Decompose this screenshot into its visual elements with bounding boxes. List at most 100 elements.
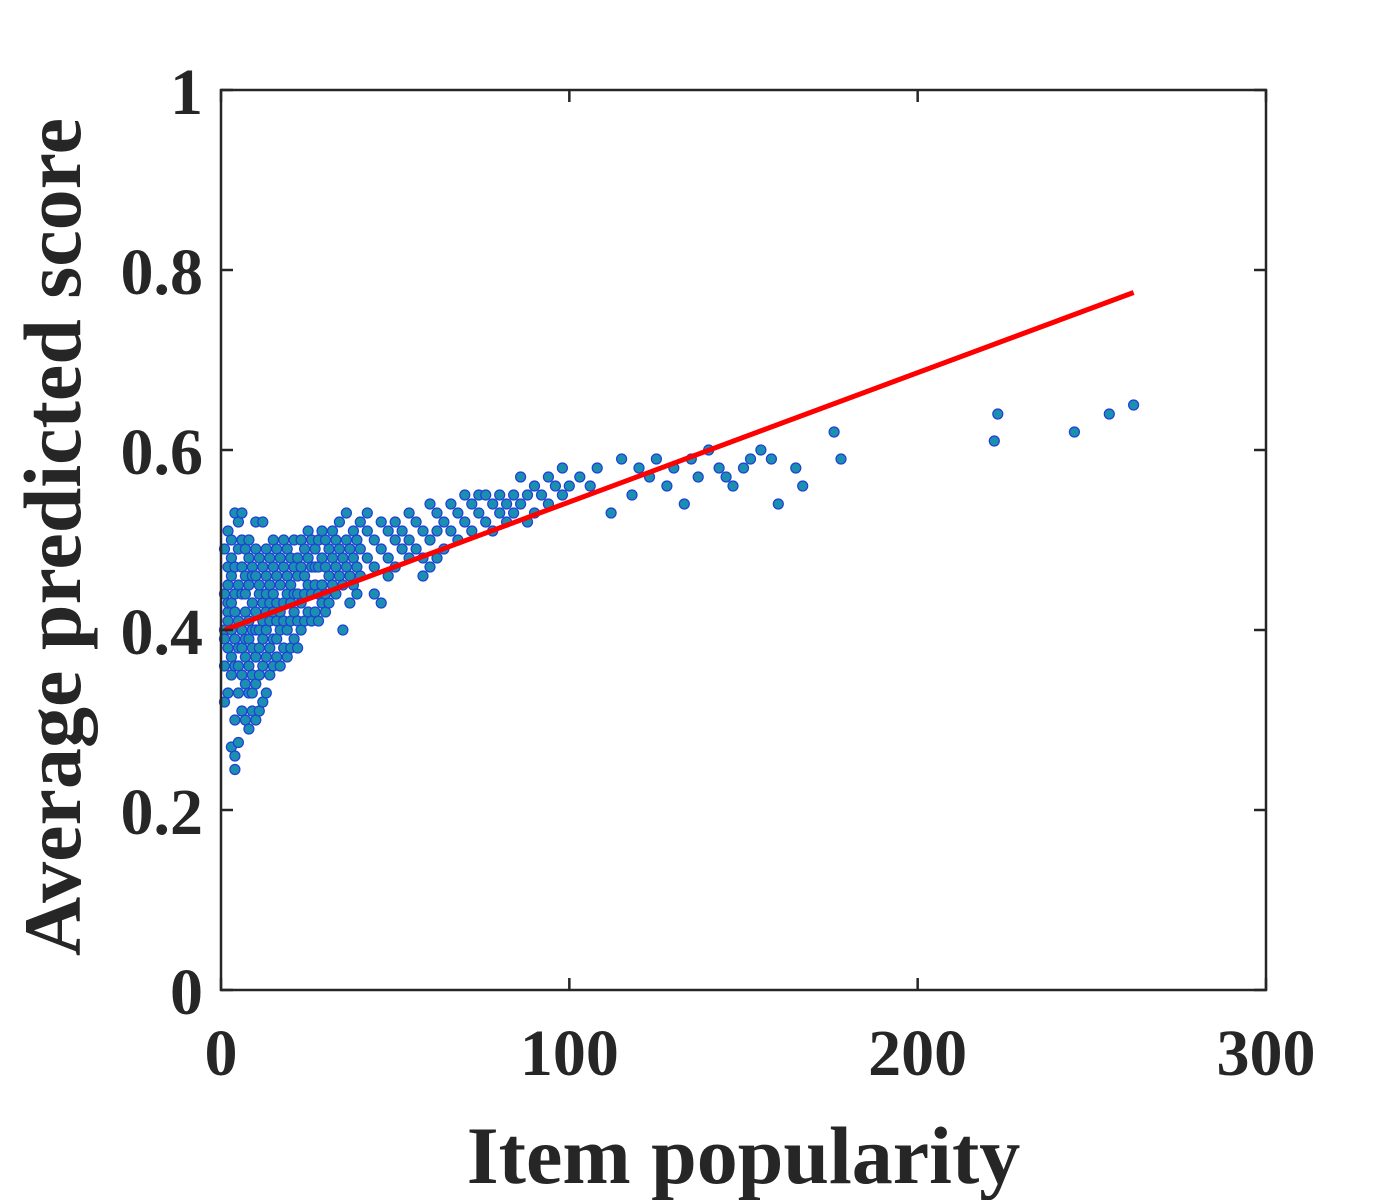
x-tick-labels: 0 100 200 300 [205,1017,1316,1090]
scatter-point [765,453,778,465]
scatter-point [260,687,272,699]
scatter-point [257,516,269,528]
scatter-point [375,597,387,609]
scatter-point [514,471,527,483]
tick-layer [219,88,1268,992]
scatter-point [556,489,569,501]
scatter-point [389,534,401,546]
scatter-point [755,444,767,456]
x-axis-title: Item popularity [467,1110,1021,1200]
scatter-point [528,480,541,492]
scatter-point [744,453,757,465]
scatter-point [828,426,840,438]
scatter-point [556,462,569,474]
scatter-point [713,462,725,474]
scatter-point [424,561,436,573]
y-tick-label: 0.4 [121,596,204,669]
scatter-point [431,507,443,519]
scatter-point [229,714,241,726]
scatter-point [459,516,471,528]
scatter-point [563,480,575,492]
x-tick-label: 100 [520,1017,619,1090]
y-tick-label: 0.2 [121,776,204,849]
scatter-point [361,507,373,519]
scatter-point [368,588,380,600]
scatter-point [292,642,304,654]
scatter-point [584,480,596,492]
scatter-point [615,453,628,465]
scatter-point [410,516,422,528]
scatter-point [424,534,436,546]
scatter-point [452,507,464,519]
scatter-point [232,687,244,699]
scatter-point [494,507,506,519]
scatter-point [549,480,562,492]
scatter-point [507,489,520,501]
scatter-point [507,507,520,519]
scatter-point [253,579,265,591]
scatter-point [473,507,485,519]
scatter-point [274,579,286,591]
scatter-point [574,471,586,483]
scatter-point [605,507,617,519]
fit-line-layer [223,290,1135,633]
y-tick-label: 0 [170,956,203,1029]
scatter-point [521,489,534,501]
scatter-point [431,525,443,537]
x-tick-label: 300 [1217,1017,1316,1090]
y-tick-label: 0.6 [121,416,204,489]
axes-frame [219,88,1268,992]
scatter-point [445,498,457,510]
scatter-point [480,489,492,501]
scatter-point [337,624,349,636]
scatter-point [396,543,408,555]
scatter-point [494,489,506,501]
scatter-point [424,498,436,510]
scatter-point [236,507,248,519]
scatter-point [333,516,345,528]
scatter-point [535,489,548,501]
scatter-point [274,660,286,672]
scatter-point [344,597,356,609]
scatter-point [514,498,527,510]
scatter-point [232,736,244,749]
plot-frame [219,88,1268,992]
scatter-point [375,543,387,555]
scatter-point [403,534,415,546]
scatter-point [243,534,255,546]
scatter-point [650,453,663,465]
x-tick-label: 0 [205,1017,238,1090]
scatter-point [417,570,429,582]
fit-line [223,290,1135,633]
scatter-point [797,480,809,492]
scatter-point [835,453,847,465]
scatter-point [382,525,394,537]
scatter-point [459,489,471,501]
scatter-point [1103,408,1115,420]
scatter-point [737,462,750,474]
scatter-point [354,543,366,555]
scatter-point [225,534,237,546]
scatter-point [633,462,645,474]
scatter-point [661,480,673,492]
scatter-point [382,552,394,564]
scatter-point [229,750,241,762]
scatter-point [375,516,387,528]
scatter-point [626,489,638,501]
scatter-point [351,588,363,600]
scatter-point [678,498,690,510]
scatter-point [368,534,380,546]
scatter-point [410,543,422,555]
scatter-point [361,525,373,537]
scatter-point [542,471,555,483]
scatter-point [591,462,603,474]
scatter-point [445,525,457,537]
scatter-point [772,498,784,510]
scatter-point [340,507,352,519]
scatter-point [438,516,450,528]
scatter-point [354,516,366,528]
scatter-point [480,516,492,528]
scatter-point [323,597,335,609]
scatter-point [790,462,802,474]
